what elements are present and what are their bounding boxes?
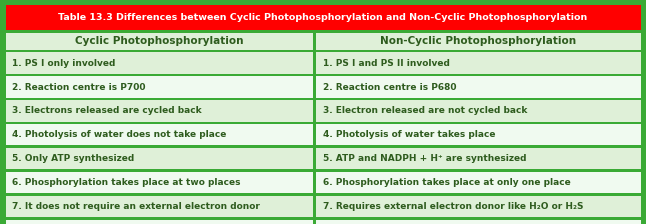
- Bar: [316, 100, 640, 122]
- Text: 4. Photolysis of water takes place: 4. Photolysis of water takes place: [323, 130, 495, 139]
- Text: 7. Requires external electron donor like H₂O or H₂S: 7. Requires external electron donor like…: [323, 202, 583, 211]
- Text: 7. It does not require an external electron donor: 7. It does not require an external elect…: [12, 202, 260, 211]
- Bar: [6, 100, 313, 122]
- Text: 1. PS I only involved: 1. PS I only involved: [12, 59, 116, 68]
- Bar: [6, 32, 313, 50]
- Text: 6. Phosphorylation takes place at two places: 6. Phosphorylation takes place at two pl…: [12, 178, 241, 187]
- Bar: [316, 52, 640, 74]
- Bar: [316, 76, 640, 98]
- Bar: [6, 76, 313, 98]
- Text: 6. Phosphorylation takes place at only one place: 6. Phosphorylation takes place at only o…: [323, 178, 571, 187]
- Text: 5. ATP and NADPH + H⁺ are synthesized: 5. ATP and NADPH + H⁺ are synthesized: [323, 154, 526, 163]
- Bar: [316, 196, 640, 217]
- Bar: [6, 52, 313, 74]
- Text: 2. Reaction centre is P680: 2. Reaction centre is P680: [323, 83, 457, 92]
- Text: 4. Photolysis of water does not take place: 4. Photolysis of water does not take pla…: [12, 130, 227, 139]
- Text: Non-Cyclic Photophosphorylation: Non-Cyclic Photophosphorylation: [380, 36, 576, 46]
- Text: 5. Only ATP synthesized: 5. Only ATP synthesized: [12, 154, 135, 163]
- Text: Table 13.3 Differences between Cyclic Photophosphorylation and Non-Cyclic Photop: Table 13.3 Differences between Cyclic Ph…: [58, 13, 588, 22]
- Bar: [316, 148, 640, 169]
- Bar: [6, 172, 313, 193]
- Bar: [316, 32, 640, 50]
- Bar: [6, 148, 313, 169]
- Text: 3. Electron released are not cycled back: 3. Electron released are not cycled back: [323, 106, 527, 115]
- Bar: [6, 124, 313, 146]
- Bar: [316, 172, 640, 193]
- Text: 2. Reaction centre is P700: 2. Reaction centre is P700: [12, 83, 146, 92]
- Text: Cyclic Photophosphorylation: Cyclic Photophosphorylation: [75, 36, 244, 46]
- Bar: [6, 196, 313, 217]
- Bar: [6, 220, 313, 224]
- Bar: [316, 124, 640, 146]
- Text: 1. PS I and PS II involved: 1. PS I and PS II involved: [323, 59, 450, 68]
- Bar: [6, 6, 640, 30]
- Bar: [316, 220, 640, 224]
- Text: 3. Electrons released are cycled back: 3. Electrons released are cycled back: [12, 106, 202, 115]
